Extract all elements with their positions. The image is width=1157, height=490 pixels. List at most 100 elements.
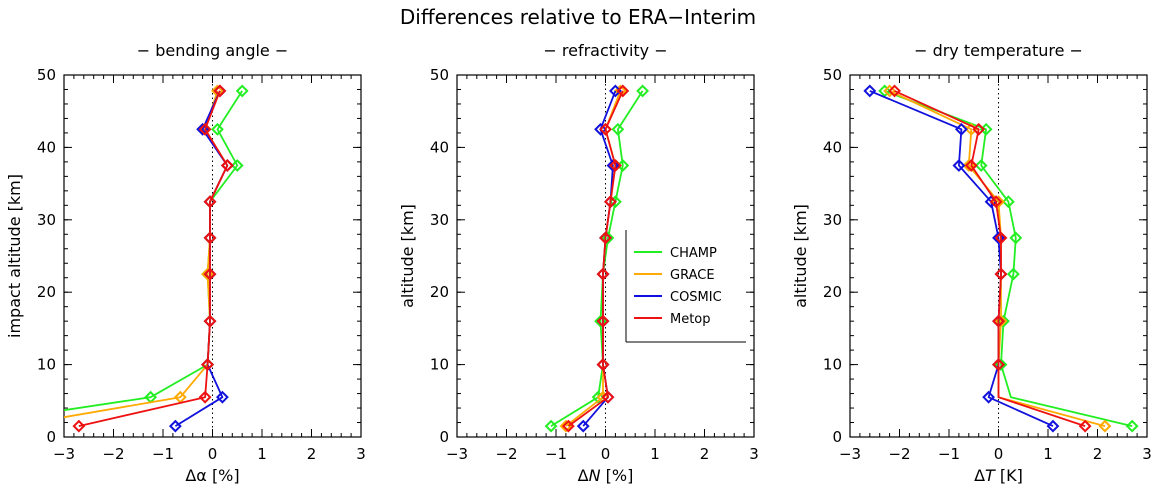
legend-label: Metop [670, 312, 711, 327]
chart-panel: − dry temperature −−3 −2 −1 0 1 2 301020304050… [791, 41, 1152, 485]
x-tick-label: 1 [257, 445, 267, 463]
x-tick-label: −3 [839, 445, 861, 463]
data-point-marker [596, 267, 610, 281]
y-tick-label: 0 [832, 428, 842, 446]
data-point-marker [994, 267, 1008, 281]
series-line [567, 90, 624, 427]
x-axis-title: Δα [%] [185, 466, 239, 485]
data-point-marker [235, 84, 249, 98]
data-point-marker [203, 314, 217, 328]
y-tick-label: 0 [439, 428, 449, 446]
x-tick-label: −1 [938, 445, 960, 463]
y-tick-label: 30 [37, 211, 56, 229]
chart-panels: − bending angle −−3 −2 −1 0 1 2 301020304050Δα… [5, 41, 1152, 485]
x-tick-label: 0 [994, 445, 1004, 463]
y-tick-label: 50 [37, 66, 56, 84]
data-point-marker [636, 84, 650, 98]
data-point-marker [561, 419, 575, 433]
panel-title: − refractivity − [543, 41, 667, 60]
data-point-marker [203, 195, 217, 209]
y-tick-label: 20 [430, 283, 449, 301]
series-line [869, 90, 1054, 427]
data-point-marker [1046, 419, 1060, 433]
legend-label: CHAMP [670, 246, 717, 261]
series-line [894, 90, 1086, 427]
data-point-marker [989, 195, 1003, 209]
data-point-marker [994, 231, 1008, 245]
x-tick-label: 2 [700, 445, 710, 463]
x-tick-label: 2 [307, 445, 317, 463]
y-tick-label: 0 [46, 428, 56, 446]
data-point-marker [611, 122, 625, 136]
data-point-marker [974, 159, 988, 172]
x-tick-label: −3 [53, 445, 75, 463]
data-point-marker [982, 390, 996, 404]
data-point-marker [1078, 419, 1092, 433]
data-point-marker [220, 159, 234, 172]
data-point-marker [596, 358, 610, 372]
x-tick-label: 0 [208, 445, 218, 463]
x-tick-label: −1 [152, 445, 174, 463]
data-point-marker [1125, 419, 1139, 433]
x-tick-label: −2 [495, 445, 517, 463]
legend: CHAMP GRACE COSMIC Metop [625, 230, 746, 343]
y-axis-title: altitude [km] [398, 204, 417, 308]
y-tick-label: 30 [430, 211, 449, 229]
x-tick-label: −3 [446, 445, 468, 463]
series-line [582, 90, 617, 427]
y-tick-label: 10 [430, 356, 449, 374]
x-tick-label: 3 [749, 445, 759, 463]
chart-panel: − refractivity −−3 −2 −1 0 1 2 301020304050ΔN … [398, 41, 759, 485]
y-tick-label: 20 [37, 283, 56, 301]
data-point-marker [972, 122, 986, 136]
data-point-marker [599, 122, 612, 136]
y-tick-label: 30 [823, 211, 842, 229]
data-point-marker [964, 159, 978, 172]
data-point-marker [952, 159, 966, 172]
series-line [889, 90, 1106, 427]
y-axis-title: altitude [km] [791, 204, 810, 308]
data-point-marker [1001, 195, 1015, 209]
x-tick-label: −1 [545, 445, 567, 463]
data-point-marker [606, 159, 620, 172]
data-point-marker [544, 419, 558, 433]
data-point-marker [601, 390, 615, 404]
x-tick-label: 1 [650, 445, 660, 463]
data-point-marker [198, 122, 212, 136]
data-point-marker [198, 390, 212, 404]
x-tick-label: 0 [601, 445, 611, 463]
x-tick-label: 2 [1093, 445, 1103, 463]
data-point-marker [168, 419, 182, 433]
data-point-marker [594, 122, 607, 136]
data-point-marker [230, 159, 244, 172]
series-line [64, 90, 243, 412]
data-point-marker [213, 84, 227, 98]
y-tick-label: 20 [823, 283, 842, 301]
figure-title: Differences relative to ERA−Interim [400, 5, 756, 29]
data-point-marker [601, 231, 615, 245]
data-point-marker [1009, 231, 1023, 245]
data-point-marker [883, 84, 897, 98]
data-point-marker [1098, 419, 1112, 433]
x-axis-title: ΔN [%] [578, 466, 634, 485]
data-point-marker [992, 358, 1005, 372]
data-point-marker [888, 84, 901, 98]
data-point-marker [576, 419, 590, 433]
data-point-marker [591, 390, 605, 404]
x-axis-title: ΔT [K] [974, 466, 1023, 485]
data-point-marker [596, 314, 610, 328]
x-tick-label: −2 [888, 445, 910, 463]
x-tick-label: 1 [1043, 445, 1053, 463]
data-point-marker [954, 122, 968, 136]
series-line [78, 90, 229, 427]
legend-label: GRACE [670, 268, 715, 283]
y-axis-title: impact altitude [km] [5, 174, 24, 338]
legend-label: COSMIC [670, 290, 722, 305]
y-tick-label: 40 [430, 138, 449, 156]
x-tick-label: 3 [1142, 445, 1152, 463]
y-tick-label: 50 [823, 66, 842, 84]
data-point-marker [201, 358, 214, 372]
data-point-marker [215, 390, 229, 404]
series-line [174, 90, 229, 427]
